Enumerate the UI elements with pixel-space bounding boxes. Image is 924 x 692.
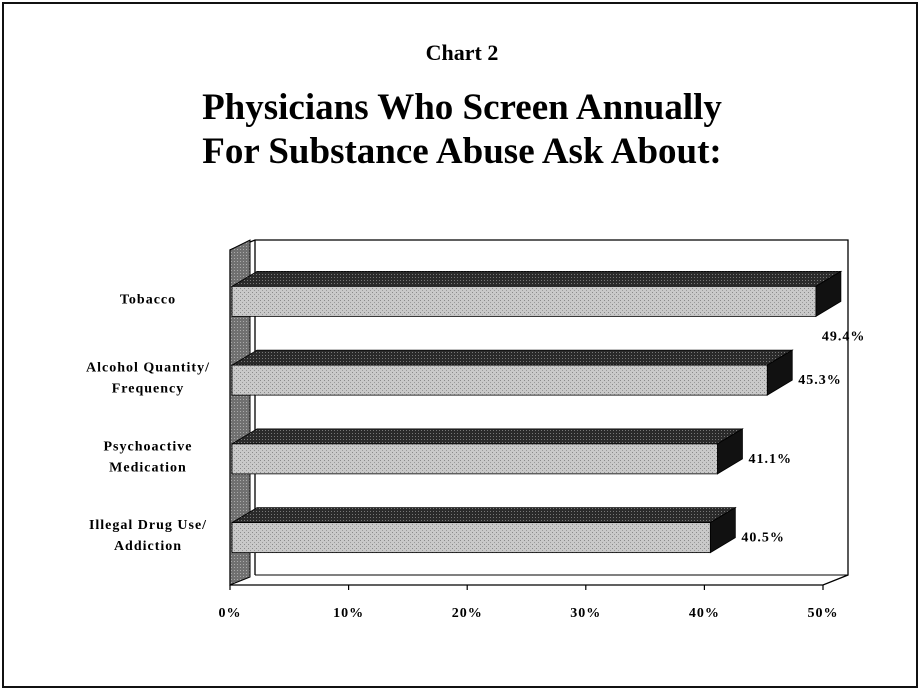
bar bbox=[231, 364, 768, 396]
bar-top-face bbox=[230, 349, 794, 366]
chart-title-line-2: For Substance Abuse Ask About: bbox=[202, 131, 722, 172]
side-wall bbox=[229, 239, 251, 586]
bar-top-face bbox=[230, 507, 737, 524]
category-label: Alcohol Quantity/ bbox=[86, 361, 210, 376]
category-label: Illegal Drug Use/ bbox=[89, 518, 207, 533]
chart-title: Physicians Who Screen Annually For Subst… bbox=[0, 86, 924, 174]
bar-top-face bbox=[230, 428, 744, 445]
x-tick-label: 30% bbox=[570, 606, 601, 621]
data-label: 45.3% bbox=[798, 373, 842, 388]
bar bbox=[231, 285, 817, 317]
category-label: Frequency bbox=[112, 382, 185, 397]
x-tick-label: 40% bbox=[689, 606, 720, 621]
category-label: Medication bbox=[109, 460, 187, 475]
data-label: 49.4% bbox=[822, 329, 866, 344]
bar-top-face bbox=[230, 270, 843, 287]
bar bbox=[231, 522, 711, 554]
category-label: Addiction bbox=[114, 539, 182, 554]
bar bbox=[231, 443, 718, 475]
data-label: 40.5% bbox=[741, 531, 785, 546]
category-label: Psychoactive bbox=[104, 439, 193, 454]
data-label: 41.1% bbox=[748, 452, 792, 467]
x-tick-label: 20% bbox=[452, 606, 483, 621]
x-tick-label: 50% bbox=[808, 606, 839, 621]
chart-number: Chart 2 bbox=[425, 40, 499, 65]
category-label: Tobacco bbox=[120, 292, 176, 307]
x-tick-label: 10% bbox=[333, 606, 364, 621]
x-tick-label: 0% bbox=[219, 606, 242, 621]
chart-title-line-1: Physicians Who Screen Annually bbox=[202, 87, 722, 128]
